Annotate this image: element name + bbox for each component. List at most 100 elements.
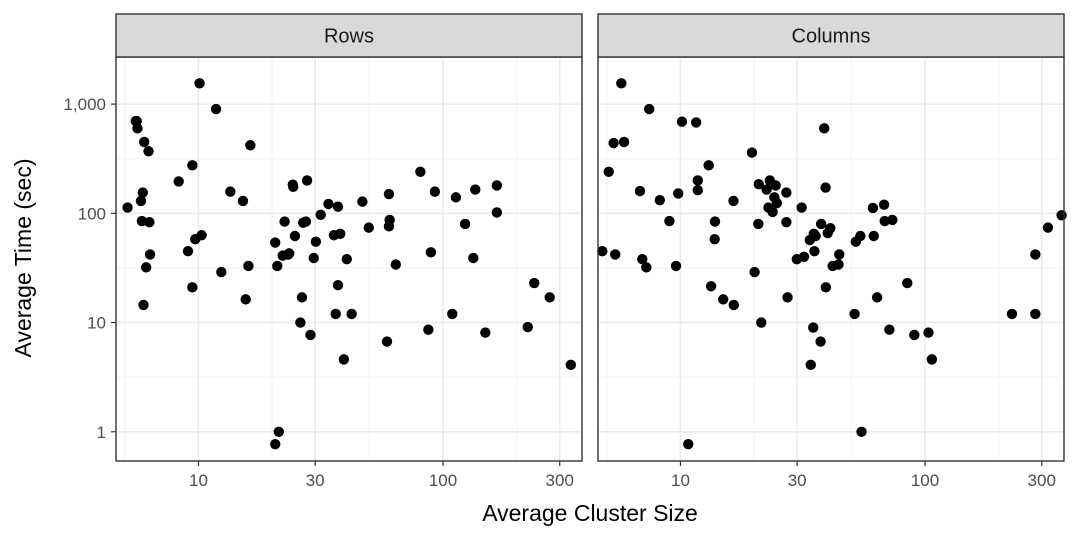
- data-point: [884, 324, 895, 335]
- data-point: [808, 322, 819, 333]
- data-point: [122, 202, 133, 213]
- data-point: [273, 426, 284, 437]
- data-point: [332, 279, 344, 291]
- data-point: [480, 327, 491, 338]
- data-point: [603, 166, 614, 178]
- data-point: [616, 78, 627, 89]
- data-point: [284, 248, 295, 259]
- data-point: [637, 254, 648, 265]
- data-point: [330, 308, 341, 320]
- data-point: [770, 180, 781, 191]
- data-point: [819, 123, 830, 134]
- data-point: [703, 160, 714, 171]
- x-tick-label: 100: [911, 471, 939, 490]
- data-point: [753, 178, 764, 190]
- facet-panel-rows: Rows: [115, 13, 583, 462]
- data-point: [423, 324, 434, 335]
- data-point: [834, 249, 845, 260]
- data-point: [182, 246, 194, 257]
- data-point: [491, 180, 503, 191]
- data-point: [522, 321, 533, 333]
- data-point: [270, 237, 281, 248]
- x-axis-title: Average Cluster Size: [482, 500, 698, 526]
- data-point: [429, 186, 441, 197]
- data-point: [641, 262, 652, 273]
- facet-strip-label: Rows: [324, 26, 374, 48]
- data-point: [308, 252, 319, 264]
- data-point: [902, 277, 913, 289]
- data-point: [346, 308, 357, 320]
- data-point: [1056, 210, 1067, 221]
- data-point: [315, 209, 326, 220]
- data-point: [709, 233, 720, 245]
- data-point: [544, 292, 555, 303]
- data-point: [447, 308, 458, 320]
- data-point: [1042, 222, 1054, 233]
- data-point: [868, 230, 879, 242]
- data-point: [187, 160, 198, 171]
- data-point: [173, 176, 184, 187]
- data-point: [390, 259, 402, 270]
- data-point: [139, 136, 150, 148]
- data-point: [1030, 249, 1041, 260]
- data-point: [664, 215, 675, 227]
- data-point: [132, 123, 143, 134]
- data-point: [295, 317, 306, 328]
- data-point: [878, 199, 890, 210]
- data-point: [565, 359, 577, 371]
- y-tick-label: 10: [87, 314, 106, 333]
- data-point: [245, 140, 256, 151]
- data-point: [144, 216, 155, 228]
- data-point: [756, 317, 767, 328]
- y-axis: 1 10 100 1,000: [63, 95, 116, 442]
- data-point: [781, 187, 792, 198]
- data-point: [144, 249, 156, 260]
- data-point: [781, 216, 792, 228]
- data-point: [288, 181, 299, 192]
- x-tick-label: 30: [306, 471, 325, 490]
- x-tick-label: 10: [671, 471, 690, 490]
- data-point: [210, 103, 222, 115]
- data-point: [810, 230, 821, 242]
- data-point: [296, 292, 308, 303]
- data-point: [705, 281, 717, 292]
- facet-strip: [597, 13, 1065, 58]
- data-point: [833, 259, 844, 270]
- data-point: [728, 195, 739, 207]
- data-point: [243, 260, 254, 272]
- data-point: [491, 207, 503, 218]
- data-point: [468, 252, 479, 264]
- data-point: [357, 196, 368, 207]
- y-axis-title: Average Time (sec): [10, 159, 36, 358]
- data-point: [143, 146, 154, 157]
- data-point: [887, 214, 898, 226]
- data-point: [692, 184, 703, 196]
- data-point: [338, 354, 350, 365]
- x-tick-label: 300: [1028, 471, 1056, 490]
- data-point: [597, 246, 608, 257]
- data-point: [855, 230, 866, 242]
- data-point: [270, 438, 281, 450]
- data-point: [879, 215, 890, 227]
- data-point: [137, 187, 148, 198]
- data-point: [867, 202, 879, 214]
- data-point: [761, 184, 772, 195]
- data-point: [196, 230, 207, 241]
- data-point: [332, 201, 344, 212]
- x-tick-label: 100: [429, 471, 457, 490]
- x-axis: 10 30 100 300 10 30 100 300: [189, 461, 1056, 490]
- data-point: [692, 175, 703, 186]
- data-point: [771, 197, 783, 209]
- data-point: [753, 218, 764, 230]
- data-point: [381, 336, 393, 347]
- data-point: [654, 194, 665, 206]
- data-point: [690, 117, 702, 128]
- data-point: [856, 426, 867, 437]
- y-tick-label: 100: [78, 204, 106, 223]
- data-point: [237, 195, 249, 207]
- data-point: [187, 282, 198, 293]
- facet-panel-columns: Columns: [597, 13, 1067, 462]
- data-point: [216, 266, 227, 278]
- data-point: [529, 277, 540, 289]
